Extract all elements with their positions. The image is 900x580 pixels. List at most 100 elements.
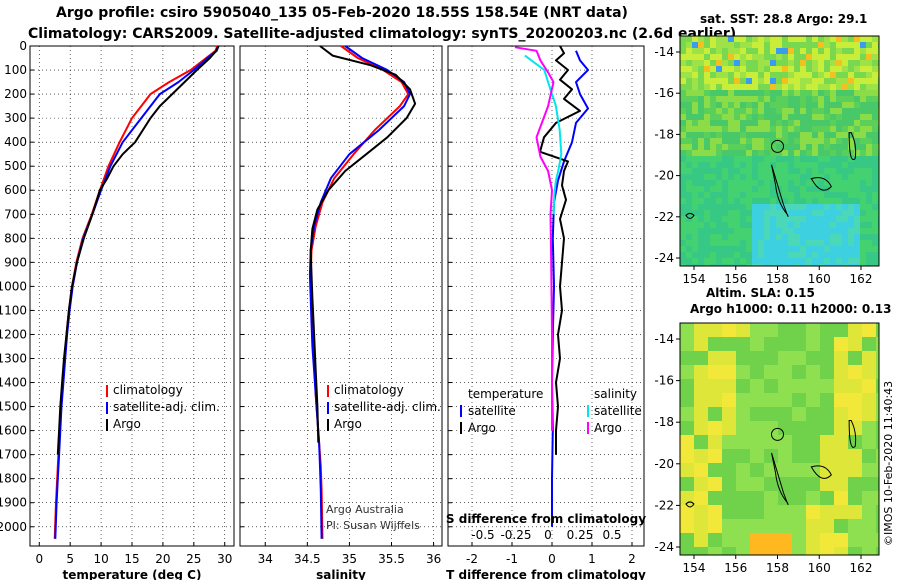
sst-map-cell — [722, 126, 728, 132]
sst-map-cell — [722, 138, 728, 144]
sla-map-cell — [862, 351, 876, 365]
sst-map-cell — [794, 126, 800, 132]
sst-map-cell — [854, 210, 860, 216]
sla-map-cell — [680, 533, 694, 547]
sst-map-cell — [746, 210, 752, 216]
sst-map-cell — [782, 114, 788, 120]
sst-map-cell — [692, 120, 698, 126]
sst-map-cell — [734, 252, 740, 258]
sst-map-cell — [806, 144, 812, 150]
sst-map-cell — [854, 48, 860, 54]
sst-map-cell — [692, 78, 698, 84]
sla-map-cell — [862, 449, 876, 463]
sst-map-cell — [866, 90, 872, 96]
sst-map-cell — [716, 144, 722, 150]
sst-map-cell — [824, 126, 830, 132]
sst-map-cell — [716, 42, 722, 48]
annotation-argo-australia: Argo Australia — [326, 503, 404, 516]
sst-map-cell — [848, 48, 854, 54]
sst-map-cell — [722, 54, 728, 60]
sst-map-cell — [686, 66, 692, 72]
legend-label: climatology — [334, 383, 404, 397]
sst-map-cell — [692, 216, 698, 222]
sst-map-cell — [818, 168, 824, 174]
sst-map-cell — [764, 42, 770, 48]
x-tick-label: 0 — [548, 552, 556, 566]
sst-map-cell — [782, 228, 788, 234]
sla-map-cell — [806, 435, 820, 449]
sst-map-cell — [752, 198, 758, 204]
sla-map-cell — [778, 463, 792, 477]
sst-map-cell — [698, 66, 704, 72]
sst-map-cell — [686, 120, 692, 126]
sst-map-cell — [692, 144, 698, 150]
sst-map-cell — [746, 174, 752, 180]
sst-map-cell — [764, 216, 770, 222]
sst-map-cell — [812, 84, 818, 90]
sst-map-cell — [752, 168, 758, 174]
sst-map-cell — [806, 42, 812, 48]
sst-map-cell — [698, 90, 704, 96]
sst-map-cell — [698, 168, 704, 174]
depth-tick-label: 700 — [4, 207, 27, 221]
sst-map-cell — [728, 60, 734, 66]
sst-map-cell — [788, 216, 794, 222]
sst-map-cell — [800, 120, 806, 126]
sla-map-cell — [806, 533, 820, 547]
sst-map-cell — [842, 42, 848, 48]
sst-map-cell — [710, 252, 716, 258]
sst-map-cell — [842, 96, 848, 102]
sla-map-cell — [806, 407, 820, 421]
sla-map-cell — [862, 533, 876, 547]
sla-map-cell — [694, 547, 708, 555]
sla-map-cell — [778, 337, 792, 351]
sst-map-cell — [872, 204, 878, 210]
sst-map-cell — [818, 36, 824, 42]
sst-map-cell — [830, 180, 836, 186]
sst-map-cell — [872, 138, 878, 144]
sla-map-cell — [862, 365, 876, 379]
sst-map-cell — [830, 48, 836, 54]
sla-map-cell — [778, 365, 792, 379]
sst-map-cell — [788, 264, 794, 266]
sst-map-cell — [848, 240, 854, 246]
sst-map-cell — [728, 216, 734, 222]
s-tick-label: 0.25 — [567, 528, 594, 542]
sst-map-cell — [764, 246, 770, 252]
sst-map-cell — [722, 156, 728, 162]
sst-map-cell — [776, 216, 782, 222]
sst-map-cell — [764, 48, 770, 54]
sst-map-cell — [710, 258, 716, 264]
sst-map-cell — [806, 66, 812, 72]
sst-map-cell — [866, 246, 872, 252]
sst-map-cell — [770, 234, 776, 240]
sst-map-cell — [680, 132, 686, 138]
sst-map-cell — [782, 216, 788, 222]
sla-map-cell — [834, 449, 848, 463]
sst-map-cell — [740, 48, 746, 54]
x-tick-label: 30 — [217, 552, 232, 566]
coastline — [771, 164, 789, 217]
depth-tick-label: 1700 — [0, 448, 27, 462]
sst-map-cell — [848, 114, 854, 120]
sst-map-cell — [680, 150, 686, 156]
sst-map-cell — [836, 234, 842, 240]
sst-map-cell — [770, 48, 776, 54]
sla-map-cell — [764, 505, 778, 519]
sst-map-cell — [830, 210, 836, 216]
sst-map-cell — [722, 42, 728, 48]
sst-map-cell — [818, 138, 824, 144]
sst-map-cell — [836, 132, 842, 138]
x-axis-label: salinity — [316, 568, 366, 580]
sst-map-cell — [722, 96, 728, 102]
sst-map-cell — [866, 120, 872, 126]
sst-map-cell — [860, 222, 866, 228]
sst-map-cell — [692, 156, 698, 162]
sst-map-cell — [782, 36, 788, 42]
sla-map-cell — [806, 449, 820, 463]
sst-map-cell — [800, 198, 806, 204]
sst-map-cell — [842, 114, 848, 120]
sst-map-cell — [860, 36, 866, 42]
sst-map-cell — [836, 42, 842, 48]
sst-map-cell — [872, 174, 878, 180]
